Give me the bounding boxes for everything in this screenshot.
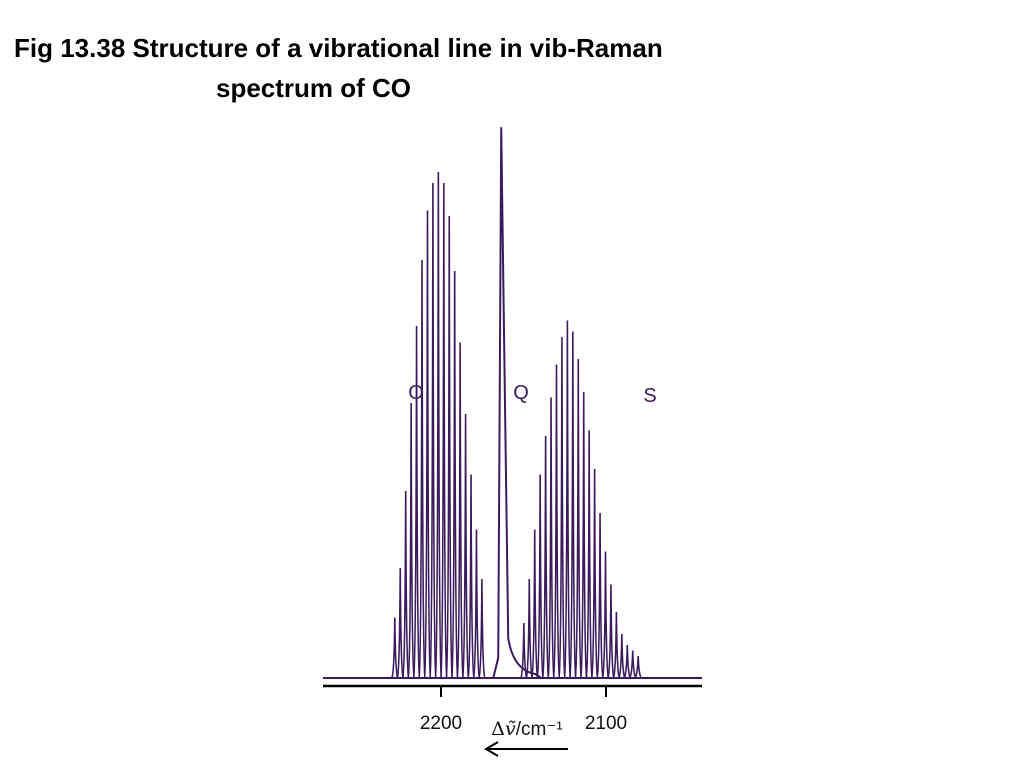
spectral-line-o	[418, 259, 426, 679]
spectral-line-s	[618, 633, 626, 679]
spectral-line-s	[520, 622, 528, 679]
spectral-line-s	[541, 435, 550, 679]
spectral-line-s	[530, 529, 539, 679]
spectral-line-s	[607, 584, 615, 679]
spectral-line-s	[552, 364, 561, 679]
spectral-line-s	[536, 474, 544, 679]
x-tick-label: 2100	[585, 713, 627, 734]
spectral-line-o	[434, 171, 443, 679]
spectral-line-o	[440, 182, 448, 679]
spectral-line-s	[563, 320, 572, 679]
spectral-line-o	[412, 325, 421, 679]
spectral-line-s	[585, 430, 593, 679]
spectral-line-s	[569, 331, 577, 679]
spectral-line-o	[478, 578, 486, 679]
branch-label-s: S	[643, 385, 656, 407]
spectral-line-o	[401, 490, 410, 679]
label-layer: 2200 2100 Δṽ/cm⁻¹ O Q S	[408, 382, 656, 740]
spectral-line-o	[429, 182, 437, 679]
spectral-line-s	[612, 611, 621, 679]
spectral-line-s	[558, 336, 566, 679]
spectral-line-s	[579, 391, 588, 679]
slide-title: Fig 13.38 Structure of a vibrational lin…	[14, 28, 1014, 108]
slide-title-line2: spectrum of CO	[216, 73, 412, 103]
spectral-line-o	[407, 402, 415, 679]
x-tick-label: 2200	[420, 713, 462, 734]
spectral-line-s	[525, 578, 534, 679]
spectral-line-s	[601, 551, 610, 679]
axis-layer	[323, 684, 702, 757]
branch-label-o: O	[408, 382, 424, 404]
spectral-line-o	[450, 270, 459, 679]
slide-title-line1: Fig 13.38 Structure of a vibrational lin…	[14, 33, 663, 63]
spectral-line-o	[423, 210, 432, 679]
spectral-line-o	[467, 474, 475, 679]
spectral-line-s	[547, 397, 555, 679]
spectral-line-o	[445, 215, 454, 679]
spectral-line-o	[461, 413, 470, 679]
direction-arrow-head	[484, 741, 499, 757]
spectral-line-s	[596, 512, 604, 679]
spectral-line-o	[456, 342, 464, 679]
spectral-line-s	[590, 468, 599, 679]
spectral-line-o	[396, 567, 405, 679]
spectral-line-s	[623, 644, 632, 679]
spectral-line-s	[634, 655, 642, 679]
spectral-line-s	[574, 358, 583, 679]
spectral-line-o	[472, 529, 481, 679]
spectral-line-o	[391, 617, 399, 679]
spectral-line-s	[629, 650, 637, 679]
peak-layer	[323, 127, 702, 679]
x-axis-label: Δṽ/cm⁻¹	[491, 718, 562, 740]
branch-label-q: Q	[513, 382, 529, 404]
